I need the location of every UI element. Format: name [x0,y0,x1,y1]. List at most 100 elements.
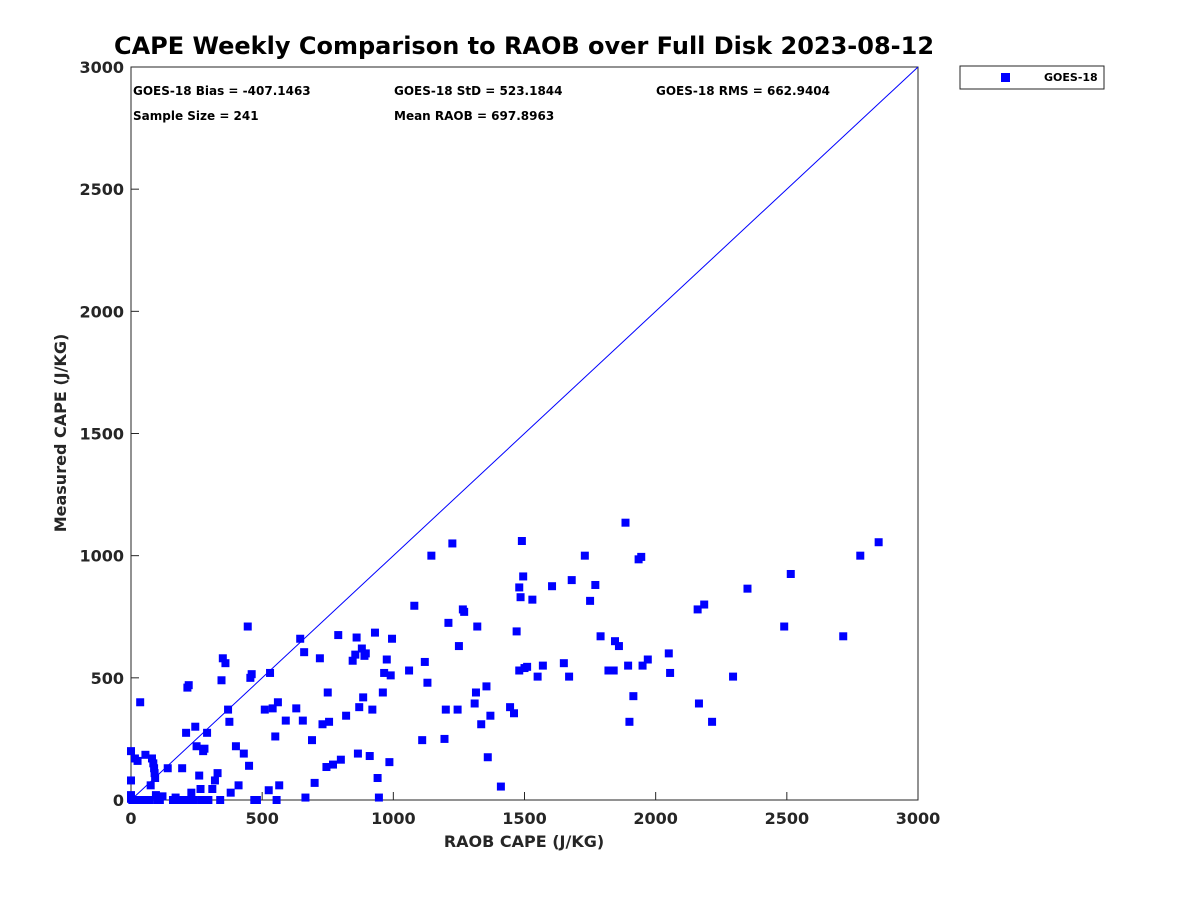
x-tick-label: 0 [125,809,136,828]
data-point [247,670,256,679]
data-point [385,758,394,767]
data-point [336,755,345,764]
data-point [216,796,225,804]
data-point [184,681,193,690]
data-point [357,644,366,653]
x-tick-label: 1500 [502,809,547,828]
data-point [580,551,589,560]
data-point [218,654,227,663]
data-point [352,633,361,642]
data-point [382,655,391,664]
data-point [158,792,167,801]
data-point [179,796,188,804]
data-point [386,671,395,680]
data-point [200,744,209,753]
data-point [374,793,383,802]
goes18-data-points [127,518,883,804]
data-point [418,736,427,745]
x-axis: 0 500 1000 1500 2000 2500 3000 [125,792,940,828]
data-point [266,668,275,677]
stat-sample-size: Sample Size = 241 [133,109,259,123]
data-point [204,796,213,804]
data-point [264,786,273,795]
data-point [637,552,646,561]
data-point [150,769,159,778]
data-point [856,551,865,560]
data-point [440,734,449,743]
data-point [272,796,281,804]
data-point [178,764,187,773]
x-tick-label: 3000 [896,809,941,828]
x-tick-label: 2500 [765,809,810,828]
data-point [486,711,495,720]
data-point [197,796,206,804]
data-point [528,595,537,604]
data-point [410,601,419,610]
data-point [729,672,738,681]
data-point [315,654,324,663]
data-point [516,593,525,602]
data-point [700,600,709,609]
data-point [147,754,156,763]
data-point [427,551,436,560]
data-point [694,699,703,708]
data-point [591,580,600,589]
data-point [195,771,204,780]
data-point [423,678,432,687]
legend-label-goes18: GOES-18 [1044,71,1098,84]
data-point [538,661,547,670]
data-point [133,756,142,765]
data-point [260,705,269,714]
data-point [292,704,301,713]
data-point [359,693,368,702]
data-point [693,605,702,614]
data-point [604,666,613,675]
data-point [192,742,201,751]
data-point [208,785,217,794]
data-point [213,769,222,778]
data-point [448,539,457,548]
y-axis: 0 500 1000 1500 2000 2500 3000 [79,58,139,810]
data-point [365,752,374,761]
data-point [275,781,284,790]
data-point [664,649,673,658]
data-point [874,538,883,547]
x-tick-label: 500 [245,809,278,828]
data-point [444,618,453,627]
data-point [239,749,248,758]
data-point [308,736,317,745]
data-point [351,650,360,659]
data-point [325,717,334,726]
data-point [146,781,155,790]
data-point [342,711,351,720]
x-tick-label: 2000 [633,809,678,828]
data-point [221,659,230,668]
data-point [470,699,479,708]
data-point [708,717,717,726]
one-to-one-reference-line [130,66,919,801]
y-tick-label: 3000 [79,58,124,77]
data-point [191,722,200,731]
data-point [182,728,191,737]
data-point [609,666,618,675]
x-axis-label: RAOB CAPE (J/KG) [444,832,604,851]
data-point [243,622,252,631]
data-point [187,788,196,797]
data-point [163,764,172,773]
data-point [231,742,240,751]
data-point [323,688,332,697]
data-point [355,703,364,712]
data-point [136,698,145,707]
data-point [533,672,542,681]
data-point [322,763,331,772]
data-point [271,732,280,741]
x-tick-label: 1000 [371,809,416,828]
data-point [141,750,150,759]
data-point [378,688,387,697]
data-point [614,642,623,651]
data-point [318,720,327,729]
data-point [780,622,789,631]
data-point [629,692,638,701]
data-point [405,666,414,675]
data-point [512,627,521,636]
